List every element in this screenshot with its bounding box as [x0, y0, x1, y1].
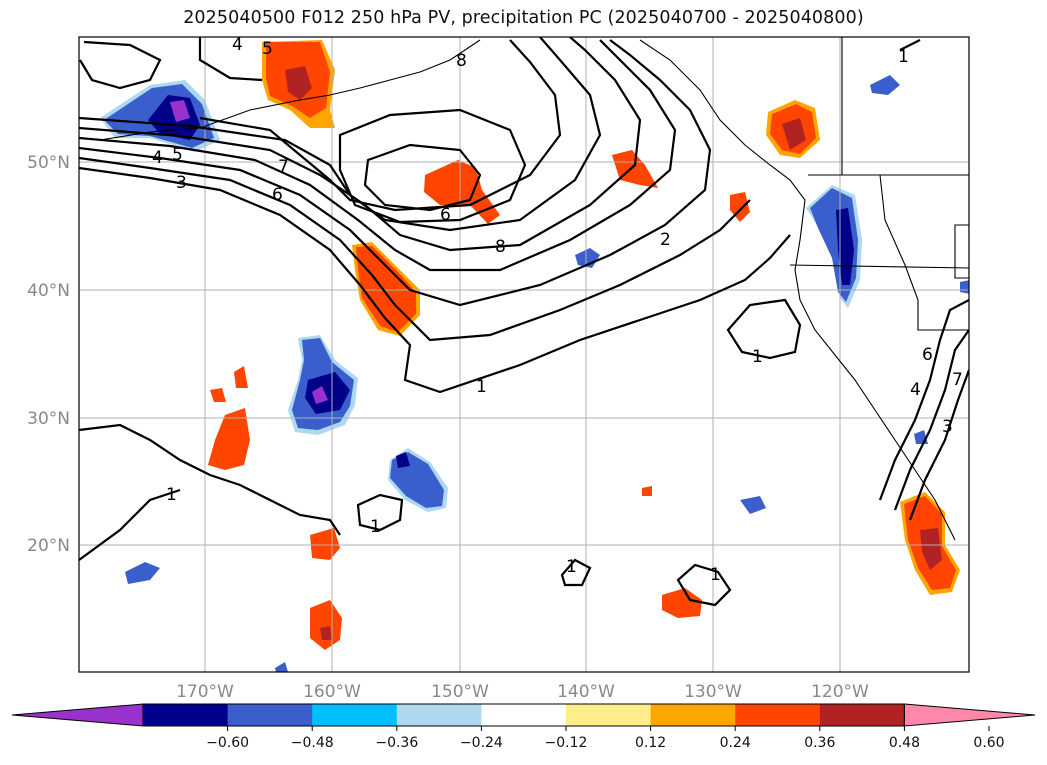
- latitude-labels: 50°N 40°N 30°N 20°N: [27, 153, 70, 556]
- contour-label: 1: [898, 47, 909, 67]
- lon-label-160w: 160°W: [303, 682, 361, 702]
- lon-label-140w: 140°W: [557, 682, 615, 702]
- colorbar-extend-low: [11, 703, 144, 727]
- map-frame: [78, 36, 970, 673]
- contour-label: 2: [660, 230, 671, 250]
- contour-label: 1: [752, 347, 763, 367]
- contour-label: 5: [262, 39, 273, 59]
- colorbar-segment: [819, 704, 905, 726]
- contour-label: 7: [952, 370, 963, 390]
- contour-label: 6: [440, 205, 451, 225]
- contour-label: 6: [272, 185, 283, 205]
- map-title: 2025040500 F012 250 hPa PV, precipitatio…: [183, 8, 864, 28]
- contour-label: 1: [710, 565, 721, 585]
- contour-label: 7: [278, 157, 289, 177]
- contour-label: 1: [370, 517, 381, 537]
- contour-label: 1: [566, 557, 577, 577]
- contour-label: 6: [922, 345, 933, 365]
- colorbar-segment: [566, 704, 652, 726]
- contour-label: 4: [910, 380, 921, 400]
- colorbar-tick-label: 0.12: [635, 735, 666, 751]
- colorbar-segment: [143, 704, 229, 726]
- colorbar-segment: [312, 704, 398, 726]
- lon-label-120w: 120°W: [811, 682, 869, 702]
- lat-label-30n: 30°N: [27, 409, 70, 429]
- colorbar-segment: [396, 704, 482, 726]
- lat-label-50n: 50°N: [27, 153, 70, 173]
- colorbar-segment: [481, 704, 567, 726]
- colorbar-tick-label: 0.48: [889, 735, 920, 751]
- contour-label: 3: [176, 173, 187, 193]
- colorbar-tick-label: 0.60: [973, 735, 1004, 751]
- colorbar-extend-high: [903, 703, 1036, 727]
- contour-label: 1: [166, 485, 177, 505]
- colorbar-outline: [142, 703, 905, 727]
- contour-label: 3: [942, 417, 953, 437]
- colorbar: −0.60 −0.48 −0.36 −0.24 −0.12 0.12 0.24 0.36 0.4…: [11, 703, 1036, 751]
- lon-label-170w: 170°W: [176, 682, 234, 702]
- contour-label: 5: [172, 145, 183, 165]
- colorbar-tick-label: −0.60: [206, 735, 249, 751]
- contour-label: 8: [456, 51, 467, 71]
- lat-label-20n: 20°N: [27, 536, 70, 556]
- pv-contours: [79, 37, 969, 607]
- contour-label: 1: [476, 377, 487, 397]
- contour-label: 8: [495, 237, 506, 257]
- colorbar-tick-label: 0.36: [804, 735, 835, 751]
- colorbar-tick-label: 0.24: [720, 735, 751, 751]
- contour-labels: 4 5 7 6 3 4 5 6 8 8 2 1 1 1 1 1 1 6 7 4 …: [152, 35, 963, 585]
- lon-label-130w: 130°W: [684, 682, 742, 702]
- colorbar-tick-label: −0.36: [375, 735, 418, 751]
- colorbar-tick-label: −0.24: [460, 735, 503, 751]
- colorbar-segment: [650, 704, 736, 726]
- contour-label: 4: [152, 148, 163, 168]
- lat-label-40n: 40°N: [27, 281, 70, 301]
- colorbar-tick-label: −0.48: [291, 735, 334, 751]
- longitude-labels: 170°W 160°W 150°W 140°W 130°W 120°W: [176, 682, 869, 702]
- lon-label-150w: 150°W: [431, 682, 489, 702]
- colorbar-segment: [227, 704, 313, 726]
- contour-label: 4: [232, 35, 243, 55]
- colorbar-segment: [735, 704, 821, 726]
- colorbar-tick-label: −0.12: [545, 735, 588, 751]
- coastlines: [99, 37, 969, 541]
